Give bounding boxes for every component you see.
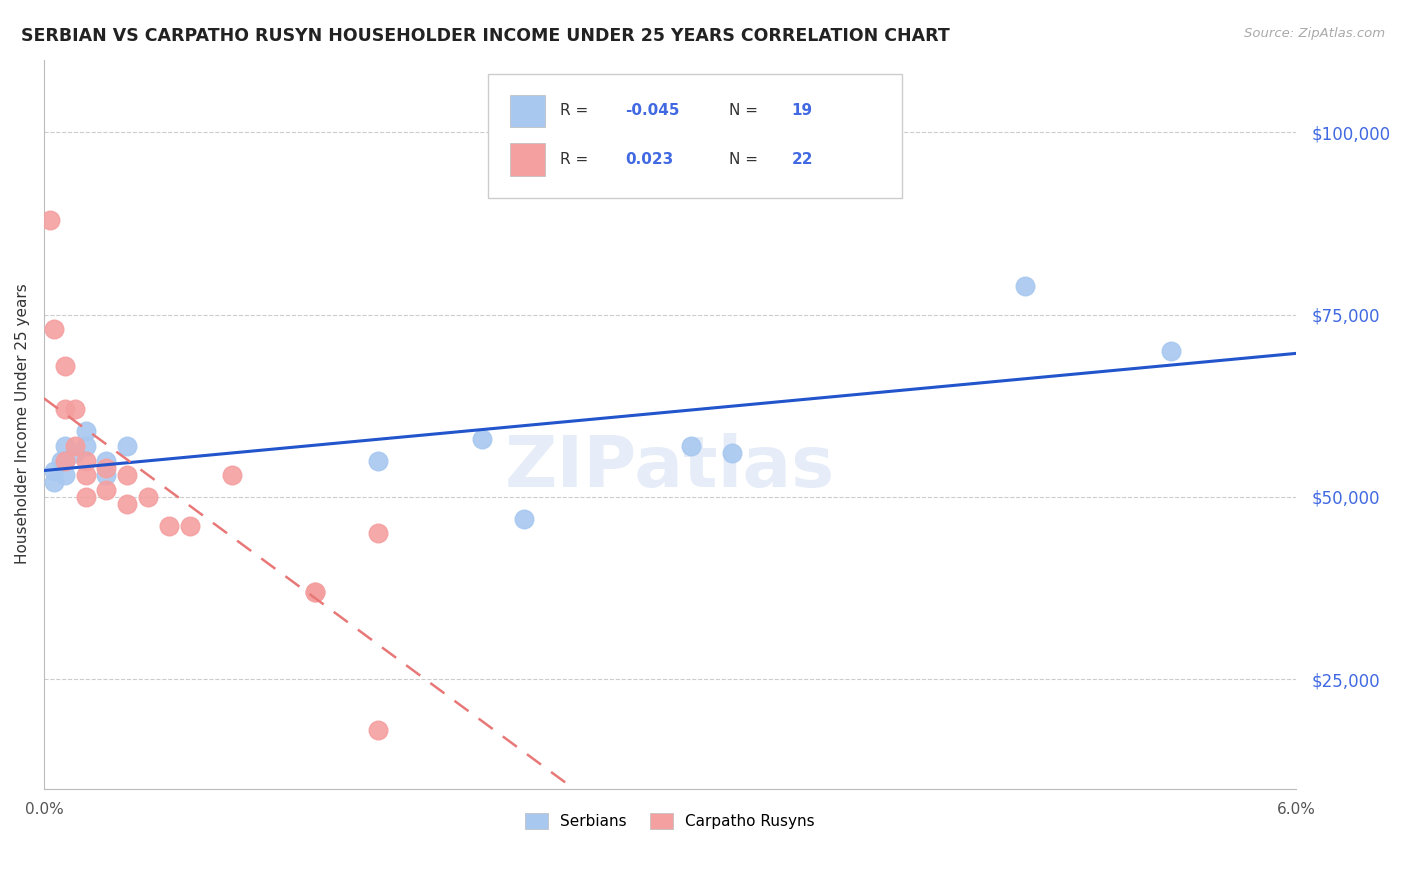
FancyBboxPatch shape <box>509 144 544 177</box>
Point <box>117 497 139 511</box>
Point <box>75 453 97 467</box>
Text: 19: 19 <box>792 103 813 119</box>
Point <box>75 490 97 504</box>
Legend: Serbians, Carpatho Rusyns: Serbians, Carpatho Rusyns <box>519 807 821 836</box>
Point <box>367 723 389 738</box>
Text: N =: N = <box>728 153 758 168</box>
FancyBboxPatch shape <box>509 95 544 128</box>
Point <box>63 439 86 453</box>
Point <box>96 453 118 467</box>
Text: ZIPatlas: ZIPatlas <box>505 434 835 502</box>
Point <box>117 468 139 483</box>
Point <box>179 519 201 533</box>
Point <box>49 453 72 467</box>
Point <box>63 402 86 417</box>
Point <box>53 453 76 467</box>
Point <box>53 439 76 453</box>
Text: 0.023: 0.023 <box>624 153 673 168</box>
Point <box>304 584 326 599</box>
Point <box>304 584 326 599</box>
Point <box>96 468 118 483</box>
Point <box>75 425 97 439</box>
Text: R =: R = <box>560 103 588 119</box>
Point <box>75 439 97 453</box>
Point <box>44 465 66 479</box>
Text: Source: ZipAtlas.com: Source: ZipAtlas.com <box>1244 27 1385 40</box>
Point <box>721 446 744 460</box>
Point <box>44 475 66 490</box>
Point <box>44 322 66 336</box>
Point <box>53 468 76 483</box>
Point <box>117 439 139 453</box>
Point <box>53 359 76 373</box>
Point <box>1160 344 1182 359</box>
Point <box>136 490 159 504</box>
Point <box>679 439 702 453</box>
Point <box>63 446 86 460</box>
FancyBboxPatch shape <box>488 74 901 198</box>
Text: N =: N = <box>728 103 758 119</box>
Text: 22: 22 <box>792 153 813 168</box>
Point <box>157 519 180 533</box>
Text: R =: R = <box>560 153 588 168</box>
Point <box>75 468 97 483</box>
Point <box>367 453 389 467</box>
Text: SERBIAN VS CARPATHO RUSYN HOUSEHOLDER INCOME UNDER 25 YEARS CORRELATION CHART: SERBIAN VS CARPATHO RUSYN HOUSEHOLDER IN… <box>21 27 950 45</box>
Point <box>221 468 243 483</box>
Point <box>39 213 62 227</box>
Point <box>53 402 76 417</box>
Point <box>96 460 118 475</box>
Point <box>96 483 118 497</box>
Point <box>471 432 494 446</box>
Point <box>367 526 389 541</box>
Point <box>1014 278 1036 293</box>
Point <box>513 512 536 526</box>
Point <box>53 453 76 467</box>
Y-axis label: Householder Income Under 25 years: Householder Income Under 25 years <box>15 284 30 565</box>
Text: -0.045: -0.045 <box>624 103 679 119</box>
